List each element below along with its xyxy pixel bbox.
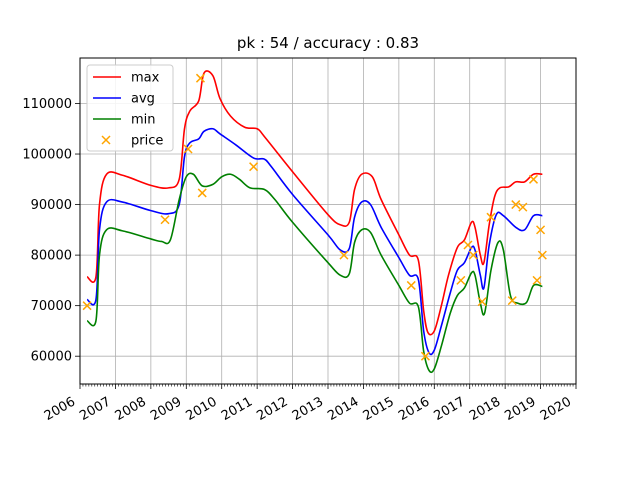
price-point [463,240,473,250]
price-marker-stroke [486,212,496,222]
price-point [406,280,416,290]
price-point [160,215,170,225]
price-marker-stroke [532,275,542,285]
y-tick-label: 90000 [31,198,72,213]
price-marker-stroke [477,297,487,307]
price-point [420,351,430,361]
y-tick-label: 60000 [31,350,72,365]
price-marker-stroke [406,280,416,290]
price-point [249,162,259,172]
price-point [477,297,487,307]
price-marker-stroke [468,250,478,260]
series-line-min [86,172,543,374]
price-marker-stroke [420,351,430,361]
price-point [183,144,193,154]
price-marker-stroke [511,200,521,210]
legend-label: avg [131,92,155,107]
price-point [486,212,496,222]
price-point [197,188,207,198]
legend-entry-min: min [93,113,156,128]
y-tick-label: 100000 [22,148,72,163]
legend: max avg min price [86,64,174,152]
price-point [528,174,539,184]
series-line-max [86,70,543,336]
legend-entry-avg: avg [93,92,155,107]
price-marker-stroke [339,250,349,260]
price-point [536,225,546,235]
price-point [518,202,528,212]
price-marker-stroke [183,144,193,154]
price-point [339,250,349,260]
price-marker-stroke [537,250,547,260]
price-marker-stroke [197,188,207,198]
legend-box [86,64,174,152]
price-marker-stroke [463,240,473,250]
price-marker-stroke [195,73,205,83]
legend-label: min [131,113,156,128]
legend-label: max [131,71,160,86]
legend-label: price [131,134,163,149]
price-point [468,250,478,260]
y-tick-label: 110000 [22,97,72,112]
y-axis: 60000 70000 80000 90000 100000 110000 [22,97,80,365]
series-line-avg [86,127,543,356]
price-marker-stroke [249,162,259,172]
price-marker-stroke [507,296,517,306]
price-marker-stroke [160,215,170,225]
price-marker-stroke [82,301,92,311]
price-point [537,250,547,260]
price-point [511,200,521,210]
legend-marker-stroke [101,135,111,145]
price-point [456,275,466,285]
price-point [195,73,205,83]
price-marker-stroke [536,225,546,235]
price-point [507,296,517,306]
price-point [82,301,92,311]
y-tick-label: 70000 [31,299,72,314]
y-tick-label: 80000 [31,249,72,264]
price-point [532,275,542,285]
chart-title: pk : 54 / accuracy : 0.83 [237,34,419,52]
price-marker-stroke [456,275,466,285]
series-layer [82,70,547,374]
legend-entry-price: price [101,134,163,149]
price-marker-stroke [528,174,539,184]
legend-entry-max: max [93,71,160,86]
price-marker-stroke [518,202,528,212]
